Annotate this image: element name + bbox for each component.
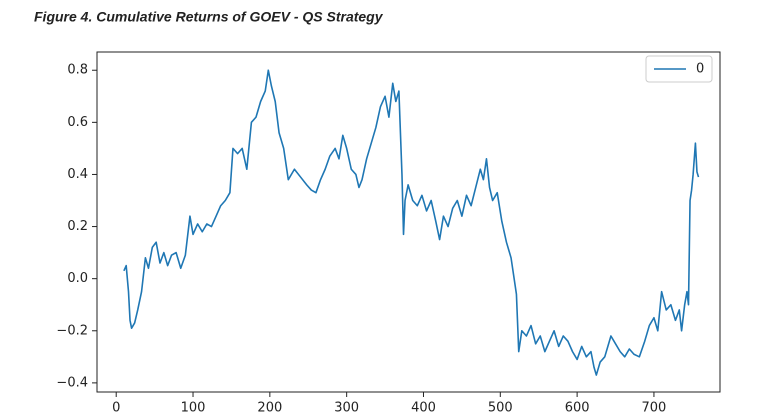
line-series <box>123 69 700 376</box>
y-tick-label: 0.8 <box>67 63 88 78</box>
x-tick-label: 100 <box>181 401 206 416</box>
x-tick-label: 400 <box>411 401 436 416</box>
x-tick-label: 200 <box>257 401 282 416</box>
y-tick-label: −0.2 <box>56 323 88 338</box>
x-tick-label: 300 <box>334 401 359 416</box>
y-tick-label: 0.2 <box>67 219 88 234</box>
y-tick-label: 0.4 <box>67 167 88 182</box>
chart-title: Figure 4. Cumulative Returns of GOEV - Q… <box>34 9 384 25</box>
x-tick-label: 0 <box>112 401 120 416</box>
x-tick-label: 600 <box>565 401 590 416</box>
y-tick-label: −0.4 <box>56 375 88 390</box>
y-tick-label: 0.6 <box>67 115 88 130</box>
y-tick-label: 0.0 <box>67 271 88 286</box>
x-tick-label: 500 <box>488 401 513 416</box>
plot-frame <box>96 51 721 393</box>
x-tick-label: 700 <box>642 401 667 416</box>
legend-label: 0 <box>696 62 704 77</box>
